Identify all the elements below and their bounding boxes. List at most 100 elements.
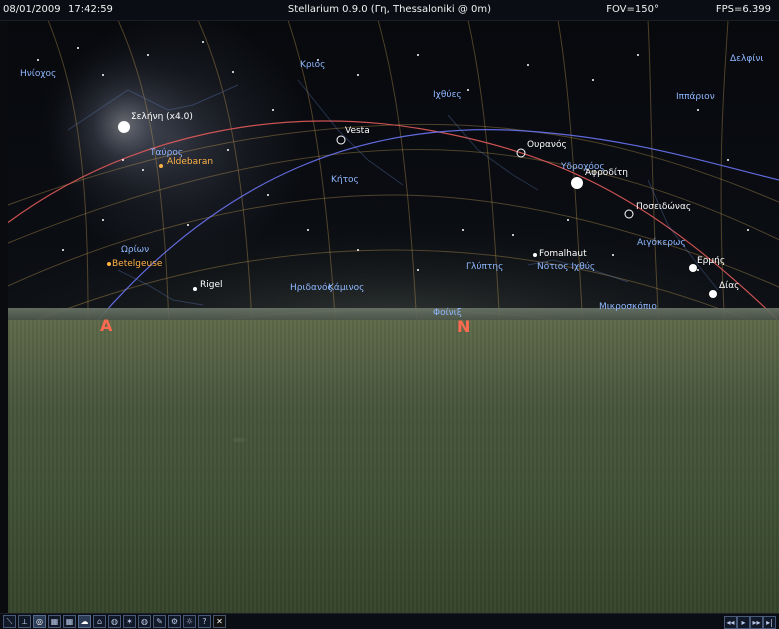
label-mikroskopio: Μικροσκόπιο bbox=[599, 302, 657, 312]
time-now-button[interactable]: ▸| bbox=[763, 616, 776, 629]
toolbar-button-4[interactable]: ▦ bbox=[63, 615, 76, 628]
label-glyptis: Γλύπτης bbox=[466, 262, 504, 272]
star-dot bbox=[272, 109, 274, 111]
toolbar-button-11[interactable]: ⚙ bbox=[168, 615, 181, 628]
label-tayros: Ταύρος bbox=[150, 148, 184, 158]
date-readout: 08/01/2009 bbox=[3, 4, 61, 15]
grid-arc-2 bbox=[8, 194, 779, 288]
label-hniochos: Ηνίοχος bbox=[20, 69, 57, 79]
label-iridanos: Ηριδανός bbox=[290, 283, 333, 293]
star-dot bbox=[512, 234, 514, 236]
star-dot bbox=[202, 41, 204, 43]
label-moon[interactable]: Σελήνη (x4.0) bbox=[131, 112, 193, 122]
star-field bbox=[37, 41, 749, 271]
star-dot bbox=[527, 64, 529, 66]
constellation-line-d bbox=[527, 259, 629, 283]
label-ydroxoos: Υδροχόος bbox=[561, 162, 605, 172]
window-title: Stellarium 0.9.0 (Γη, Thessaloniki @ 0m) bbox=[287, 4, 492, 15]
star-dot bbox=[357, 249, 359, 251]
star-dot bbox=[727, 159, 729, 161]
cardinal-n: N bbox=[457, 317, 471, 336]
grid-arc-1 bbox=[8, 149, 779, 244]
star-dot bbox=[417, 269, 419, 271]
star-dot bbox=[467, 89, 469, 91]
toolbar-button-7[interactable]: ◍ bbox=[108, 615, 121, 628]
vesta-marker[interactable] bbox=[336, 135, 346, 145]
cardinal-a: A bbox=[100, 316, 113, 335]
star-dot bbox=[697, 109, 699, 111]
star-dot bbox=[187, 224, 189, 226]
label-aldebaran[interactable]: Aldebaran bbox=[167, 157, 214, 167]
label-ixtheis: Ιχθύες bbox=[433, 90, 462, 100]
star-dot bbox=[612, 254, 614, 256]
label-venus[interactable]: Αφροδίτη bbox=[585, 168, 628, 178]
constellation-line-c bbox=[447, 114, 539, 191]
mercury-marker[interactable] bbox=[689, 264, 697, 272]
label-aigokeros: Αιγόκερως bbox=[637, 238, 686, 248]
ground bbox=[8, 320, 779, 620]
star-dot bbox=[317, 59, 319, 61]
toolbar-button-12[interactable]: ☼ bbox=[183, 615, 196, 628]
star-dot bbox=[567, 219, 569, 221]
neptune-marker[interactable] bbox=[624, 209, 634, 219]
label-orion: Ωρίων bbox=[121, 245, 150, 255]
fps-readout: FPS=6.399 bbox=[715, 4, 771, 15]
ecliptic-line bbox=[8, 120, 779, 321]
label-kitos: Κήτος bbox=[331, 175, 359, 185]
label-vesta[interactable]: Vesta bbox=[345, 126, 370, 136]
toolbar-button-13[interactable]: ? bbox=[198, 615, 211, 628]
aldebaran-dot[interactable] bbox=[159, 164, 163, 168]
constellation-line-a bbox=[67, 84, 239, 131]
label-foinix: Φοίνιξ bbox=[433, 308, 462, 318]
label-rigel[interactable]: Rigel bbox=[200, 280, 223, 290]
betelgeuse-dot[interactable] bbox=[107, 262, 111, 266]
toolbar-button-8[interactable]: ✶ bbox=[123, 615, 136, 628]
label-betelgeuse[interactable]: Betelgeuse bbox=[112, 259, 163, 269]
star-dot bbox=[77, 47, 79, 49]
sky-viewport[interactable]: Ηνίοχος Κριός Δελφίνι Ιχθύες Ιππάριον Τα… bbox=[8, 20, 779, 620]
star-dot bbox=[147, 54, 149, 56]
star-dot bbox=[102, 219, 104, 221]
star-dot bbox=[62, 249, 64, 251]
moon-marker[interactable] bbox=[118, 121, 130, 133]
fov-readout: FOV=150° bbox=[606, 4, 659, 15]
label-neptune[interactable]: Ποσειδώνας bbox=[636, 202, 692, 212]
star-dot bbox=[102, 74, 104, 76]
venus-marker[interactable] bbox=[571, 177, 583, 189]
label-fomalhaut[interactable]: Fomalhaut bbox=[539, 249, 587, 259]
rigel-dot[interactable] bbox=[193, 287, 197, 291]
star-dot bbox=[307, 229, 309, 231]
label-uranus[interactable]: Ουρανός bbox=[527, 140, 567, 150]
fomalhaut-dot[interactable] bbox=[533, 253, 537, 257]
star-dot bbox=[142, 169, 144, 171]
left-edge-gutter bbox=[0, 20, 8, 620]
bottom-toolbar: ⟍ ⟂ ◎ ▦ ▦ ☁ ⌂ ◍ ✶ ◍ ✎ ⚙ ☼ ? ✕ ◂◂ ▸ ▸▸ ▸| bbox=[0, 613, 779, 629]
time-controls: ◂◂ ▸ ▸▸ ▸| bbox=[724, 615, 776, 629]
time-fastforward-button[interactable]: ▸▸ bbox=[750, 616, 763, 629]
time-readout: 17:42:59 bbox=[68, 4, 113, 15]
uranus-marker[interactable] bbox=[516, 148, 526, 158]
constellation-line-e bbox=[117, 269, 204, 306]
jupiter-marker[interactable] bbox=[709, 290, 717, 298]
constellation-line-f bbox=[647, 179, 719, 291]
toolbar-button-0[interactable]: ⟍ bbox=[3, 615, 16, 628]
toolbar-button-5[interactable]: ☁ bbox=[78, 615, 91, 628]
toolbar-button-14[interactable]: ✕ bbox=[213, 615, 226, 628]
label-delfini: Δελφίνι bbox=[730, 54, 764, 64]
star-dot bbox=[122, 159, 124, 161]
status-bar: 08/01/2009 17:42:59 Stellarium 0.9.0 (Γη… bbox=[0, 0, 779, 21]
toolbar-button-1[interactable]: ⟂ bbox=[18, 615, 31, 628]
toolbar-button-6[interactable]: ⌂ bbox=[93, 615, 106, 628]
toolbar-button-2[interactable]: ◎ bbox=[33, 615, 46, 628]
grid-arc-3 bbox=[8, 249, 779, 333]
toolbar-button-3[interactable]: ▦ bbox=[48, 615, 61, 628]
label-jupiter[interactable]: Δίας bbox=[719, 281, 740, 291]
label-krios: Κριός bbox=[300, 60, 326, 70]
label-mercury[interactable]: Ερμής bbox=[697, 256, 726, 266]
time-play-button[interactable]: ▸ bbox=[737, 616, 750, 629]
constellation-line-b bbox=[297, 79, 404, 186]
time-rewind-button[interactable]: ◂◂ bbox=[724, 616, 737, 629]
toolbar-button-9[interactable]: ◍ bbox=[138, 615, 151, 628]
label-ippario: Ιππάριον bbox=[676, 92, 715, 102]
toolbar-button-10[interactable]: ✎ bbox=[153, 615, 166, 628]
